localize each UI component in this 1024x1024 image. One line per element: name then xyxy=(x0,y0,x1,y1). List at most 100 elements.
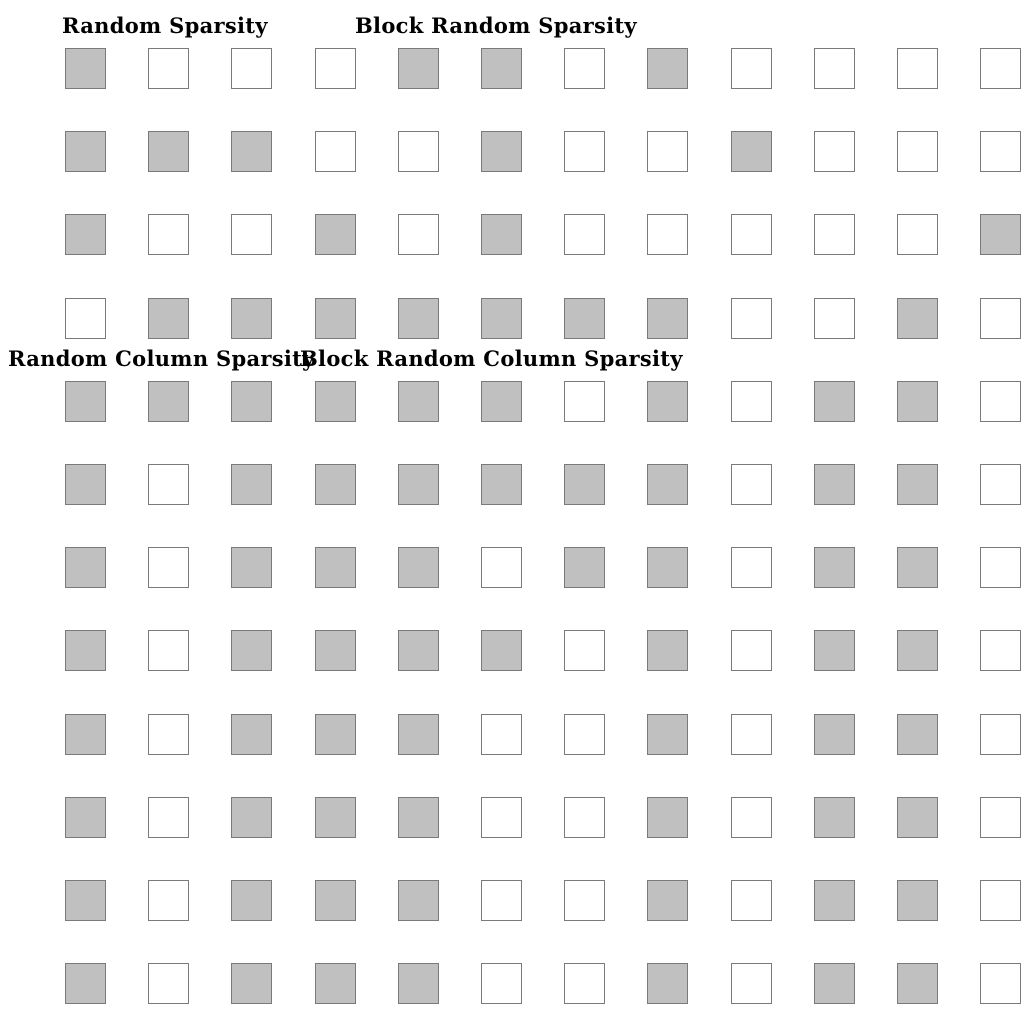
random-column-sparsity-title: Random Column Sparsity xyxy=(8,346,315,371)
empty-cell xyxy=(315,131,356,172)
empty-cell xyxy=(148,214,189,255)
empty-cell xyxy=(731,48,772,89)
empty-cell xyxy=(814,131,855,172)
empty-cell xyxy=(897,214,938,255)
block-random-column-sparsity-title: Block Random Column Sparsity xyxy=(300,346,683,371)
empty-cell xyxy=(231,48,272,89)
filled-cell xyxy=(315,797,356,838)
empty-cell xyxy=(148,797,189,838)
empty-cell xyxy=(980,48,1021,89)
empty-cell xyxy=(231,214,272,255)
filled-cell xyxy=(814,547,855,588)
filled-cell xyxy=(647,48,688,89)
empty-cell xyxy=(647,214,688,255)
empty-cell xyxy=(731,547,772,588)
filled-cell xyxy=(65,214,106,255)
empty-cell xyxy=(647,131,688,172)
filled-cell xyxy=(65,963,106,1004)
empty-cell xyxy=(731,630,772,671)
filled-cell xyxy=(315,214,356,255)
filled-cell xyxy=(481,381,522,422)
filled-cell xyxy=(647,298,688,339)
empty-cell xyxy=(148,630,189,671)
filled-cell xyxy=(148,381,189,422)
empty-cell xyxy=(980,547,1021,588)
filled-cell xyxy=(897,630,938,671)
filled-cell xyxy=(647,963,688,1004)
filled-cell xyxy=(315,381,356,422)
empty-cell xyxy=(398,214,439,255)
empty-cell xyxy=(564,48,605,89)
filled-cell xyxy=(897,298,938,339)
empty-cell xyxy=(980,630,1021,671)
filled-cell xyxy=(398,963,439,1004)
empty-cell xyxy=(481,547,522,588)
filled-cell xyxy=(65,714,106,755)
empty-cell xyxy=(481,963,522,1004)
filled-cell xyxy=(897,797,938,838)
empty-cell xyxy=(65,298,106,339)
empty-cell xyxy=(564,880,605,921)
empty-cell xyxy=(148,963,189,1004)
filled-cell xyxy=(897,880,938,921)
filled-cell xyxy=(814,381,855,422)
filled-cell xyxy=(65,797,106,838)
empty-cell xyxy=(897,131,938,172)
filled-cell xyxy=(398,630,439,671)
filled-cell xyxy=(897,714,938,755)
empty-cell xyxy=(731,714,772,755)
filled-cell xyxy=(481,464,522,505)
empty-cell xyxy=(315,48,356,89)
filled-cell xyxy=(315,547,356,588)
filled-cell xyxy=(231,714,272,755)
empty-cell xyxy=(980,381,1021,422)
empty-cell xyxy=(731,214,772,255)
empty-cell xyxy=(980,464,1021,505)
empty-cell xyxy=(148,880,189,921)
empty-cell xyxy=(980,880,1021,921)
filled-cell xyxy=(231,547,272,588)
empty-cell xyxy=(980,797,1021,838)
empty-cell xyxy=(814,48,855,89)
filled-cell xyxy=(481,48,522,89)
empty-cell xyxy=(980,298,1021,339)
empty-cell xyxy=(148,714,189,755)
filled-cell xyxy=(231,381,272,422)
filled-cell xyxy=(231,880,272,921)
filled-cell xyxy=(231,298,272,339)
filled-cell xyxy=(647,714,688,755)
filled-cell xyxy=(814,464,855,505)
filled-cell xyxy=(564,298,605,339)
empty-cell xyxy=(564,214,605,255)
filled-cell xyxy=(231,797,272,838)
filled-cell xyxy=(315,714,356,755)
filled-cell xyxy=(647,880,688,921)
filled-cell xyxy=(897,963,938,1004)
filled-cell xyxy=(65,131,106,172)
empty-cell xyxy=(148,547,189,588)
filled-cell xyxy=(315,880,356,921)
empty-cell xyxy=(481,797,522,838)
filled-cell xyxy=(814,797,855,838)
filled-cell xyxy=(65,464,106,505)
filled-cell xyxy=(231,630,272,671)
filled-cell xyxy=(398,547,439,588)
empty-cell xyxy=(564,714,605,755)
filled-cell xyxy=(315,464,356,505)
filled-cell xyxy=(65,381,106,422)
filled-cell xyxy=(398,464,439,505)
filled-cell xyxy=(398,797,439,838)
filled-cell xyxy=(398,714,439,755)
empty-cell xyxy=(564,381,605,422)
filled-cell xyxy=(481,131,522,172)
filled-cell xyxy=(148,131,189,172)
filled-cell xyxy=(315,630,356,671)
filled-cell xyxy=(647,464,688,505)
filled-cell xyxy=(65,880,106,921)
empty-cell xyxy=(564,963,605,1004)
empty-cell xyxy=(731,298,772,339)
random-sparsity-title: Random Sparsity xyxy=(62,13,268,38)
filled-cell xyxy=(731,131,772,172)
filled-cell xyxy=(398,48,439,89)
